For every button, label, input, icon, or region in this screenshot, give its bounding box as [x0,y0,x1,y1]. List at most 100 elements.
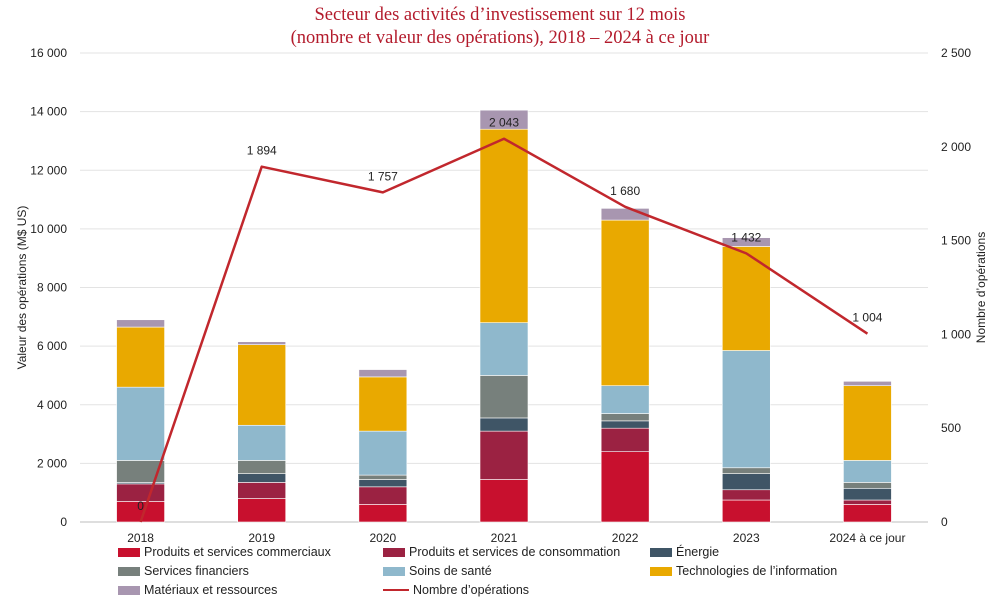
legend-swatch [118,547,140,557]
line-series [139,137,869,523]
bar-segment [721,246,771,351]
y-tick-label: 4 000 [37,398,67,412]
bar-segment [479,322,529,376]
bar-segment [600,413,650,422]
bar-segment [358,369,408,378]
y-axis-label: Valeur des opérations (M$ US) [15,206,29,370]
y-tick-label: 12 000 [30,163,67,177]
legend-item: Nombre d’opérations [383,583,529,597]
legend-swatch [118,585,140,595]
bar-segment [358,504,408,523]
bar-segment [479,417,529,432]
bar-segment [358,474,408,480]
bar-segment [600,427,650,452]
legend-label: Services financiers [144,564,249,578]
bar-segment [843,504,892,523]
legend-item: Matériaux et ressources [118,583,277,597]
x-tick-label: 2020 [370,531,397,545]
legend-label: Soins de santé [409,564,492,578]
legend-swatch [650,566,672,576]
bar-segment [843,385,892,461]
x-tick-label: 2021 [491,531,518,545]
y2-tick-label: 2 500 [941,46,971,60]
bar-segment [721,467,771,474]
bar-segment [358,486,408,505]
legend-item: Services financiers [118,564,249,578]
y2-tick-label: 2 000 [941,140,971,154]
legend-label: Matériaux et ressources [144,583,278,597]
x-tick-label: 2019 [248,531,275,545]
x-tick-label: 2022 [612,531,639,545]
legend-label: Produits et services de consommation [409,545,621,559]
bar-segment [721,237,771,247]
bar-segment [237,498,287,523]
y-tick-label: 8 000 [37,281,67,295]
bar-segment [600,451,650,523]
y2-axis-label: Nombre d’opérations [974,232,988,343]
bar-segment [600,208,650,221]
bar-segment [237,424,287,461]
bar-segment [479,375,529,419]
chart-title-line-1: Secteur des activités d’investissement s… [314,5,686,25]
bar-segment [600,219,650,386]
legend-label: Produits et services commerciaux [144,545,331,559]
bar-segment [843,380,892,386]
legend-label: Technologies de l’information [676,564,838,578]
bar-segment [721,350,771,469]
bar-segment [358,479,408,488]
legend-swatch [118,566,140,576]
bar-segment [843,499,892,505]
legend-item: Produits et services commerciaux [118,545,331,559]
chart-title: Secteur des activités d’investissement s… [0,4,1000,50]
legend-item: Énergie [650,545,719,559]
y-tick-label: 14 000 [30,105,67,119]
line-data-label: 1 757 [368,169,398,183]
bar-segment [721,499,771,523]
y-tick-label: 0 [60,515,67,529]
bar-segment [237,341,287,345]
y-tick-label: 6 000 [37,339,67,353]
legend-item: Soins de santé [383,564,492,578]
bar-segment [116,386,165,461]
legend-swatch [650,547,672,557]
x-tick-label: 2018 [127,531,154,545]
bar-segment [843,482,892,489]
legend-swatch [383,547,405,557]
bar-segment [843,460,892,483]
line-data-label: 1 432 [731,230,761,244]
legend-label: Nombre d’opérations [413,583,530,597]
bar-segment [479,430,529,480]
bar-segment [237,473,287,483]
bar-segment [237,344,287,426]
y-tick-label: 2 000 [37,456,67,470]
line-data-label: 0 [137,499,144,513]
bar-segment [600,385,650,414]
legend-item: Technologies de l’information [650,564,837,578]
legend-swatch [383,566,405,576]
y2-tick-label: 1 500 [941,234,971,248]
y-tick-label: 10 000 [30,222,67,236]
bar-segment [358,430,408,476]
x-tick-label: 2023 [733,531,760,545]
y-tick-label: 16 000 [30,46,67,60]
line-data-label: 2 043 [489,116,519,130]
bar-segment [116,326,165,388]
legend-swatch [383,589,409,591]
bar-segment [116,319,165,328]
bar-segment [843,487,892,501]
line-data-label: 1 894 [247,144,277,158]
bar-segment [479,128,529,323]
bar-segment [721,473,771,491]
line-data-label: 1 004 [852,311,882,325]
legend-item: Produits et services de consommation [383,545,620,559]
bar-segment [479,109,529,130]
bar-segment [721,489,771,501]
bar-segment [237,482,287,499]
chart-title-line-2: (nombre et valeur des opérations), 2018 … [290,28,710,48]
y2-tick-label: 1 000 [941,327,971,341]
line-data-label: 1 680 [610,184,640,198]
x-tick-label: 2024 à ce jour [829,531,905,545]
bar-segment [600,420,650,429]
bar-segment [358,376,408,432]
